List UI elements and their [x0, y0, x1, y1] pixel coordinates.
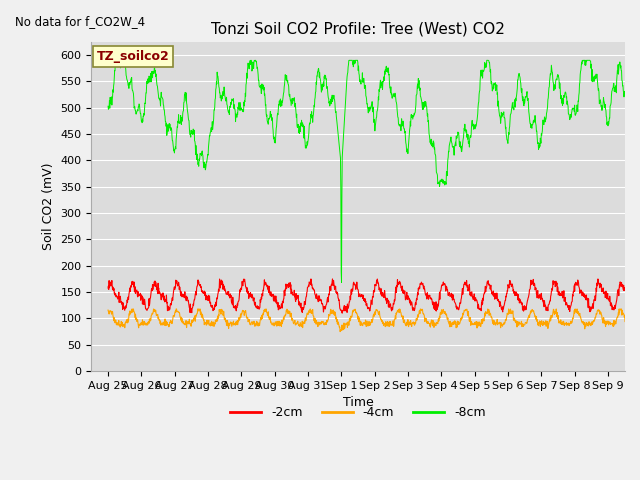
- X-axis label: Time: Time: [342, 396, 373, 409]
- Text: TZ_soilco2: TZ_soilco2: [97, 50, 170, 63]
- Text: No data for f_CO2W_4: No data for f_CO2W_4: [15, 15, 145, 28]
- Legend: -2cm, -4cm, -8cm: -2cm, -4cm, -8cm: [225, 401, 491, 424]
- Y-axis label: Soil CO2 (mV): Soil CO2 (mV): [42, 163, 55, 250]
- Title: Tonzi Soil CO2 Profile: Tree (West) CO2: Tonzi Soil CO2 Profile: Tree (West) CO2: [211, 22, 505, 36]
